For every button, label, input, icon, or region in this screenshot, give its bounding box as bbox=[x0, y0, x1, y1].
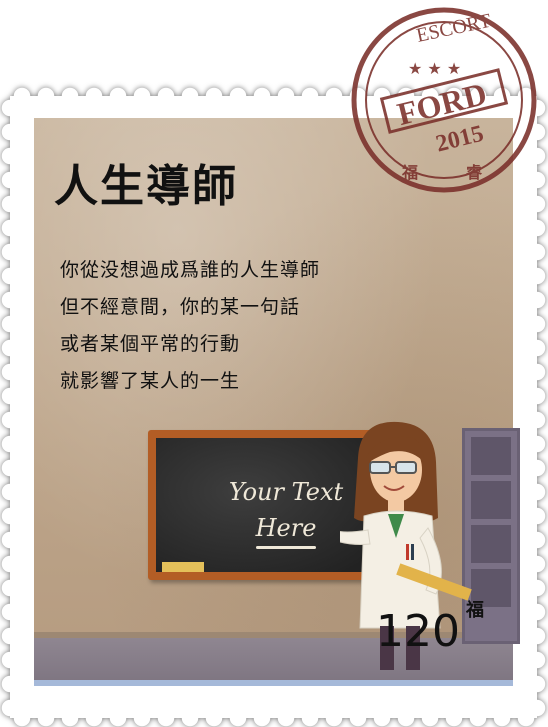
postmark-seal: ESCORT ★ ★ ★ FORD 2015 福 睿 bbox=[351, 7, 537, 193]
page-title: 人生導師 bbox=[54, 161, 238, 212]
floor-edge bbox=[34, 680, 513, 686]
body-text: 你從没想過成爲誰的人生導師 但不經意間，你的某一句話 或者某個平常的行動 就影響… bbox=[60, 252, 320, 400]
body-line: 就影響了某人的一生 bbox=[60, 370, 241, 392]
blackboard-text: Your Text Here bbox=[211, 474, 361, 546]
svg-text:★ ★ ★: ★ ★ ★ bbox=[408, 59, 461, 78]
blackboard: Your Text Here bbox=[148, 430, 382, 580]
postmark-left-char: 福 bbox=[401, 163, 418, 182]
postmark-top-text: ESCORT bbox=[414, 10, 492, 47]
baseboard bbox=[34, 632, 513, 638]
stamp-perforation-bottom bbox=[10, 709, 537, 727]
bookshelf bbox=[462, 428, 520, 644]
stamp-perforation-left bbox=[1, 96, 19, 718]
count-value: 120 bbox=[376, 606, 460, 657]
chalk-underline bbox=[256, 546, 316, 549]
body-line: 或者某個平常的行動 bbox=[60, 333, 241, 355]
floor bbox=[34, 638, 513, 686]
teacher-illustration bbox=[340, 421, 472, 670]
body-line: 你從没想過成爲誰的人生導師 bbox=[60, 259, 321, 281]
blackboard-surface: Your Text Here bbox=[156, 438, 374, 572]
count-unit: 福 bbox=[466, 600, 484, 621]
blackboard-line: Your Text bbox=[228, 478, 344, 506]
eraser bbox=[162, 562, 204, 572]
postmark-year: 2015 bbox=[433, 121, 486, 158]
postmark-right-char: 睿 bbox=[466, 163, 483, 182]
blackboard-line: Here bbox=[255, 514, 317, 542]
body-line: 但不經意間，你的某一句話 bbox=[60, 296, 301, 318]
